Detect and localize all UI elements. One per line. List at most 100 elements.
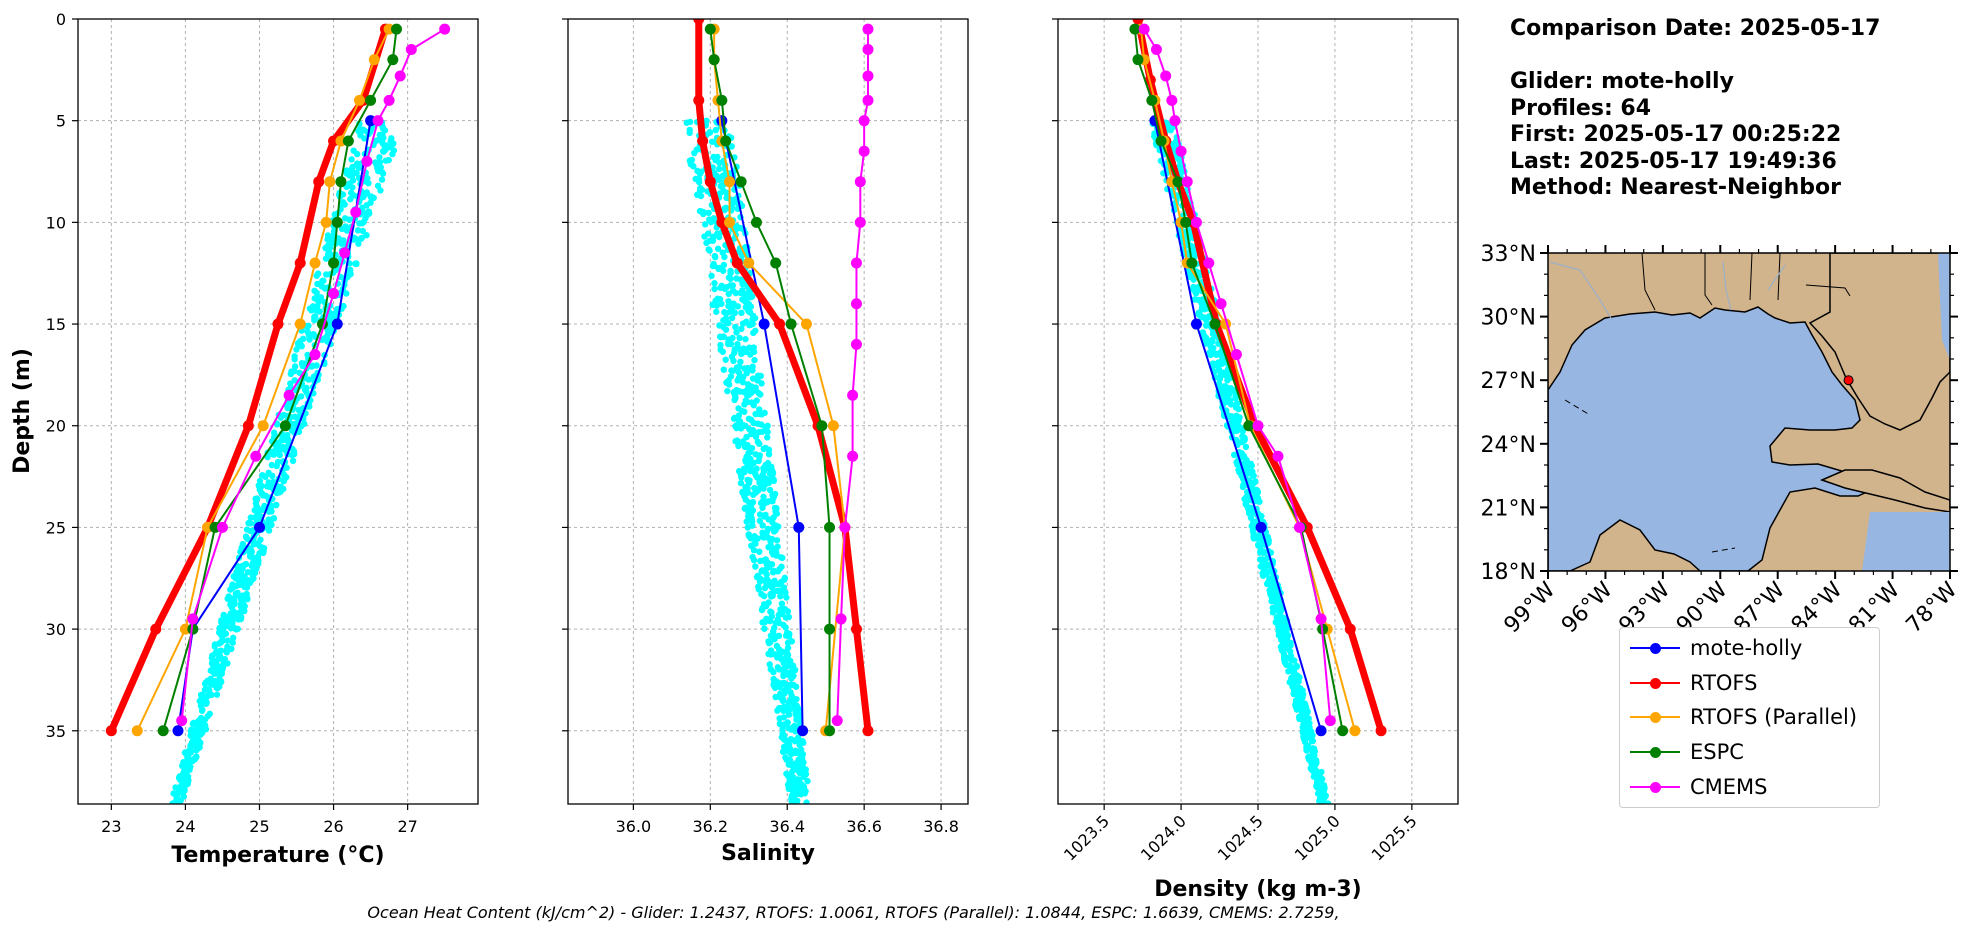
glider-scatter-point xyxy=(737,479,745,487)
glider-scatter-point xyxy=(253,507,260,515)
glider-scatter-point xyxy=(194,723,201,730)
glider-scatter-point xyxy=(732,422,739,430)
series-point-cmems xyxy=(1252,420,1264,432)
glider-scatter-point xyxy=(757,391,764,398)
glider-scatter-point xyxy=(743,453,750,461)
series-point-cmems xyxy=(439,23,451,35)
glider-scatter-point xyxy=(343,290,350,297)
glider-scatter-point xyxy=(762,461,769,469)
glider-scatter-point xyxy=(1293,663,1301,670)
glider-scatter-point xyxy=(1192,290,1200,297)
glider-scatter-point xyxy=(769,628,777,635)
glider-scatter-point xyxy=(201,722,209,729)
glider-scatter-point xyxy=(348,156,355,163)
glider-scatter-point xyxy=(358,234,366,242)
glider-scatter-point xyxy=(288,451,296,459)
glider-scatter-point xyxy=(743,318,750,325)
series-point-mote-holly xyxy=(797,725,809,737)
series-point-cmems xyxy=(394,70,406,82)
series-point-rtofs-parallel xyxy=(743,257,755,269)
glider-scatter-point xyxy=(1230,451,1238,459)
glider-scatter-point xyxy=(268,448,275,456)
series-point-cmems xyxy=(1175,145,1187,157)
glider-scatter-point xyxy=(359,227,367,235)
glider-scatter-point xyxy=(787,736,794,743)
glider-scatter-point xyxy=(735,468,743,475)
series-point-cmems xyxy=(1190,216,1202,228)
glider-scatter-point xyxy=(738,474,745,481)
glider-scatter-point xyxy=(756,452,763,459)
glider-scatter-point xyxy=(219,637,226,644)
glider-scatter-point xyxy=(727,275,734,283)
glider-scatter-point xyxy=(768,474,776,481)
series-point-espc xyxy=(1172,176,1184,188)
glider-scatter-point xyxy=(714,245,722,252)
glider-scatter-point xyxy=(233,592,240,599)
glider-scatter-point xyxy=(729,282,737,289)
glider-scatter-point xyxy=(741,365,748,372)
glider-scatter-point xyxy=(1276,609,1283,616)
series-point-espc xyxy=(1146,94,1158,106)
glider-scatter-point xyxy=(367,199,374,206)
series-point-espc xyxy=(335,176,347,188)
glider-scatter-point xyxy=(788,638,796,645)
glider-scatter-point xyxy=(782,624,789,631)
glider-scatter-point xyxy=(1313,767,1320,775)
glider-scatter-point xyxy=(769,569,777,576)
glider-scatter-point xyxy=(303,384,310,392)
gulf-of-mexico-map: 99°W96°W93°W90°W87°W84°W81°W78°W18°N21°N… xyxy=(1481,242,1963,638)
glider-scatter-point xyxy=(730,389,738,396)
glider-scatter-point xyxy=(719,249,726,256)
glider-scatter-point xyxy=(800,739,807,746)
legend-label: RTOFS xyxy=(1690,671,1758,695)
glider-scatter-point xyxy=(790,763,797,771)
glider-scatter-point xyxy=(285,436,292,444)
glider-scatter-point xyxy=(198,730,205,737)
glider-scatter-point xyxy=(1227,401,1235,408)
glider-scatter-point xyxy=(754,377,761,384)
glider-scatter-point xyxy=(1203,337,1210,344)
x-tick-label: 24 xyxy=(175,817,195,836)
glider-scatter-point xyxy=(1207,351,1214,359)
map-y-tick-label: 27°N xyxy=(1481,369,1536,394)
glider-scatter-point xyxy=(765,543,772,551)
glider-scatter-point xyxy=(1232,395,1239,402)
series-line-espc xyxy=(709,29,831,731)
glider-scatter-point xyxy=(723,309,731,317)
glider-scatter-point xyxy=(762,423,769,430)
series-point-mote-holly xyxy=(331,318,343,330)
glider-scatter-point xyxy=(311,316,318,324)
glider-scatter-point xyxy=(289,457,297,465)
glider-scatter-point xyxy=(228,600,236,607)
glider-scatter-point xyxy=(1200,314,1207,321)
glider-scatter-point xyxy=(742,458,749,465)
glider-scatter-point xyxy=(695,178,703,186)
glider-scatter-point xyxy=(1235,467,1243,474)
glider-scatter-point xyxy=(745,531,752,538)
x-tick-label: 1024.0 xyxy=(1137,811,1190,864)
x-tick-label: 1025.0 xyxy=(1291,811,1344,864)
glider-scatter-point xyxy=(797,791,805,798)
legend-marker xyxy=(1650,747,1661,758)
series-point-cmems xyxy=(839,521,851,533)
temperature-ticks: 23 24 25 26 27 0 5 10 15 20 25 30 35 xyxy=(46,10,418,836)
glider-scatter-point xyxy=(1301,719,1309,727)
glider-scatter-point xyxy=(1233,400,1241,407)
glider-scatter-point xyxy=(1225,386,1233,394)
series-point-cmems xyxy=(283,389,295,401)
glider-scatter-point xyxy=(717,183,724,190)
glider-scatter-point xyxy=(1269,574,1276,581)
glider-scatter-point xyxy=(711,280,718,287)
glider-scatter-point xyxy=(244,596,251,603)
series-point-cmems xyxy=(862,70,874,82)
glider-scatter-point xyxy=(759,619,766,626)
glider-scatter-point xyxy=(202,679,210,686)
legend-label: mote-holly xyxy=(1690,636,1803,660)
glider-scatter-point xyxy=(756,548,763,555)
glider-scatter-point xyxy=(304,328,311,335)
series-point-cmems xyxy=(1166,94,1178,106)
glider-scatter-point xyxy=(211,641,219,648)
series-point-cmems xyxy=(858,115,870,127)
glider-scatter-point xyxy=(740,438,747,445)
glider-scatter-point xyxy=(343,167,350,174)
